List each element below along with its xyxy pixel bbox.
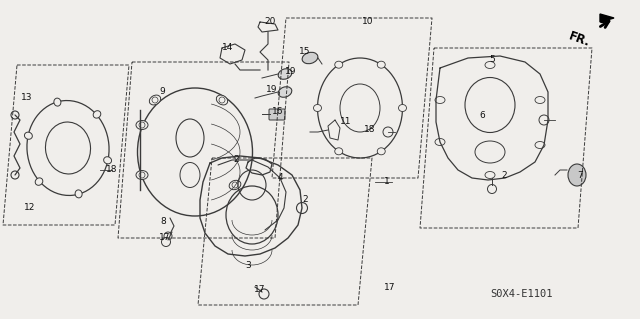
Circle shape xyxy=(296,203,307,213)
Text: 1: 1 xyxy=(384,177,390,187)
Circle shape xyxy=(11,171,19,179)
Text: 18: 18 xyxy=(364,125,376,135)
Text: 19: 19 xyxy=(266,85,278,94)
Circle shape xyxy=(259,289,269,299)
Text: 2: 2 xyxy=(302,196,308,204)
Text: 2: 2 xyxy=(501,170,507,180)
Ellipse shape xyxy=(335,148,343,155)
Circle shape xyxy=(164,232,172,240)
Text: 8: 8 xyxy=(160,218,166,226)
Ellipse shape xyxy=(136,121,148,130)
Ellipse shape xyxy=(54,98,61,106)
Ellipse shape xyxy=(216,95,228,105)
FancyBboxPatch shape xyxy=(269,109,285,120)
Text: FR.: FR. xyxy=(567,30,592,50)
Ellipse shape xyxy=(75,190,82,198)
Text: 4: 4 xyxy=(277,174,283,182)
Text: 5: 5 xyxy=(489,56,495,64)
Text: 7: 7 xyxy=(577,170,583,180)
Text: 17: 17 xyxy=(159,234,171,242)
Ellipse shape xyxy=(136,170,148,180)
Ellipse shape xyxy=(335,61,343,68)
Ellipse shape xyxy=(35,178,43,185)
Ellipse shape xyxy=(302,52,318,64)
Ellipse shape xyxy=(278,87,292,97)
Polygon shape xyxy=(600,14,614,22)
Ellipse shape xyxy=(278,69,292,79)
Text: 3: 3 xyxy=(245,261,251,270)
Ellipse shape xyxy=(485,172,495,179)
Ellipse shape xyxy=(229,180,241,190)
Text: 17: 17 xyxy=(384,283,396,292)
Text: 10: 10 xyxy=(362,18,374,26)
Ellipse shape xyxy=(535,142,545,149)
Text: 18: 18 xyxy=(106,166,118,174)
Text: 13: 13 xyxy=(21,93,33,102)
Ellipse shape xyxy=(93,111,100,118)
Ellipse shape xyxy=(24,132,33,139)
Text: S0X4-E1101: S0X4-E1101 xyxy=(490,289,552,299)
Text: 17: 17 xyxy=(254,285,266,293)
Text: 14: 14 xyxy=(222,43,234,53)
Ellipse shape xyxy=(314,105,321,112)
Circle shape xyxy=(161,238,170,247)
Circle shape xyxy=(488,184,497,194)
Text: 12: 12 xyxy=(24,204,36,212)
Text: 16: 16 xyxy=(272,108,284,116)
Circle shape xyxy=(11,111,19,119)
Ellipse shape xyxy=(435,138,445,145)
Text: 6: 6 xyxy=(479,110,485,120)
Ellipse shape xyxy=(568,164,586,186)
Ellipse shape xyxy=(377,148,385,155)
Text: 15: 15 xyxy=(300,48,311,56)
Ellipse shape xyxy=(399,105,406,112)
Ellipse shape xyxy=(377,61,385,68)
Text: 11: 11 xyxy=(340,117,352,127)
Circle shape xyxy=(383,127,393,137)
Text: 2: 2 xyxy=(233,155,239,165)
Ellipse shape xyxy=(435,97,445,103)
Ellipse shape xyxy=(485,62,495,69)
Text: 20: 20 xyxy=(264,18,276,26)
Text: 19: 19 xyxy=(285,68,297,77)
Circle shape xyxy=(539,115,549,125)
Ellipse shape xyxy=(149,95,161,105)
Ellipse shape xyxy=(104,157,111,164)
Text: 9: 9 xyxy=(159,87,165,97)
Ellipse shape xyxy=(535,97,545,103)
